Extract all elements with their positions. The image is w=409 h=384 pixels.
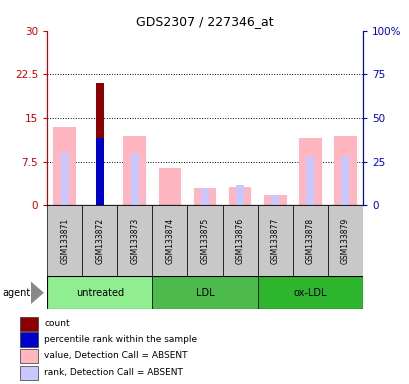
- Bar: [152, 205, 187, 276]
- Text: untreated: untreated: [76, 288, 124, 298]
- Bar: [47, 205, 82, 276]
- Bar: [236, 185, 243, 205]
- Text: percentile rank within the sample: percentile rank within the sample: [44, 335, 197, 344]
- Bar: [96, 83, 103, 205]
- Bar: [61, 153, 68, 205]
- Bar: [152, 276, 257, 309]
- Bar: [130, 153, 138, 205]
- Bar: [187, 205, 222, 276]
- Bar: [82, 205, 117, 276]
- Bar: [117, 205, 152, 276]
- Text: GSM133878: GSM133878: [305, 218, 314, 264]
- Bar: [341, 156, 348, 205]
- Bar: [47, 276, 152, 309]
- Bar: [158, 167, 181, 205]
- Bar: [271, 195, 279, 205]
- Bar: [20, 349, 38, 363]
- Bar: [201, 188, 208, 205]
- Text: GSM133879: GSM133879: [340, 218, 349, 264]
- Text: LDL: LDL: [195, 288, 214, 298]
- Bar: [257, 276, 362, 309]
- Text: GSM133876: GSM133876: [235, 218, 244, 264]
- Text: GSM133875: GSM133875: [200, 218, 209, 264]
- Bar: [292, 205, 327, 276]
- Text: GSM133873: GSM133873: [130, 218, 139, 264]
- Bar: [228, 187, 251, 205]
- Bar: [298, 139, 321, 205]
- Title: GDS2307 / 227346_at: GDS2307 / 227346_at: [136, 15, 273, 28]
- Bar: [327, 205, 362, 276]
- Text: GSM133871: GSM133871: [60, 218, 69, 264]
- Bar: [257, 205, 292, 276]
- Bar: [20, 366, 38, 380]
- Polygon shape: [31, 281, 44, 304]
- Bar: [20, 317, 38, 331]
- Text: GSM133874: GSM133874: [165, 218, 174, 264]
- Text: ox-LDL: ox-LDL: [293, 288, 326, 298]
- Bar: [53, 127, 76, 205]
- Bar: [306, 156, 313, 205]
- Text: agent: agent: [2, 288, 30, 298]
- Text: GSM133877: GSM133877: [270, 218, 279, 264]
- Bar: [20, 332, 38, 346]
- Text: GSM133872: GSM133872: [95, 218, 104, 264]
- Text: count: count: [44, 319, 70, 328]
- Bar: [123, 136, 146, 205]
- Bar: [96, 139, 103, 205]
- Bar: [222, 205, 257, 276]
- Bar: [333, 136, 356, 205]
- Bar: [263, 195, 286, 205]
- Text: rank, Detection Call = ABSENT: rank, Detection Call = ABSENT: [44, 368, 182, 377]
- Bar: [193, 188, 216, 205]
- Text: value, Detection Call = ABSENT: value, Detection Call = ABSENT: [44, 351, 187, 360]
